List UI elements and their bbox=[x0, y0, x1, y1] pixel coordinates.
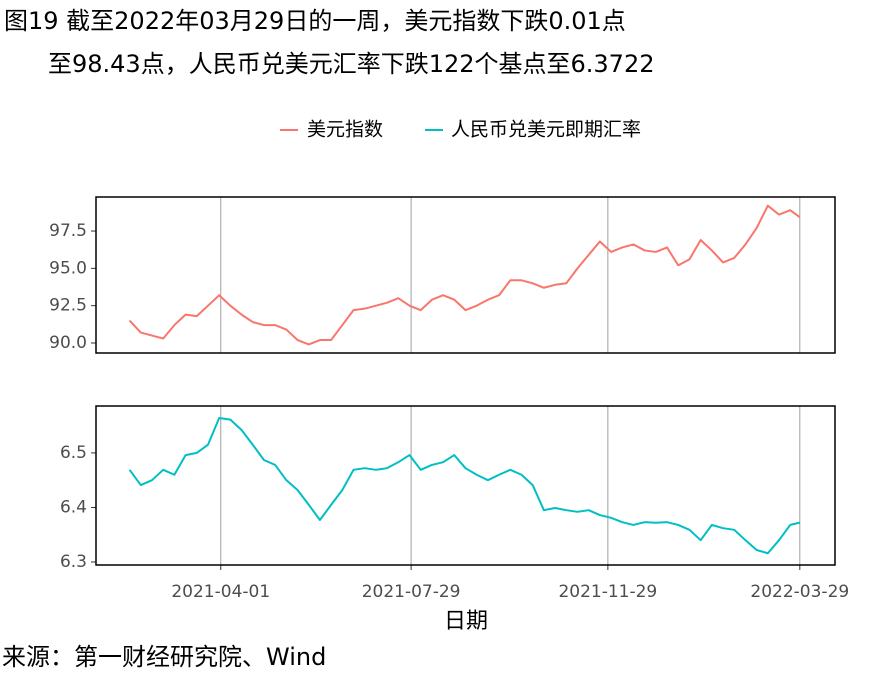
y-tick-label: 92.5 bbox=[49, 296, 87, 316]
x-tick-label: 2021-04-01 bbox=[171, 582, 270, 602]
y-tick-label: 6.4 bbox=[60, 497, 87, 517]
series-line bbox=[128, 417, 801, 555]
y-tick-label: 90.0 bbox=[49, 333, 87, 353]
title-line: 至98.43点，人民币兑美元汇率下跌122个基点至6.3722 bbox=[48, 50, 655, 78]
x-tick-label: 2022-03-29 bbox=[750, 582, 849, 602]
y-tick-label: 6.3 bbox=[60, 552, 87, 572]
title-line: 图19 截至2022年03月29日的一周，美元指数下跌0.01点 bbox=[4, 7, 626, 35]
panel-border bbox=[95, 405, 836, 566]
source: 来源：第一财经研究院、Wind bbox=[2, 643, 326, 671]
y-tick-label: 95.0 bbox=[49, 258, 87, 278]
panel-border bbox=[95, 196, 836, 354]
series-line bbox=[128, 204, 801, 346]
legend-label: 人民币兑美元即期汇率 bbox=[451, 119, 641, 141]
y-tick-label: 97.5 bbox=[49, 221, 87, 241]
x-tick-label: 2021-07-29 bbox=[362, 582, 461, 602]
x-axis-label: 日期 bbox=[444, 609, 488, 634]
y-tick-label: 6.5 bbox=[60, 443, 87, 463]
legend-label: 美元指数 bbox=[307, 119, 383, 141]
x-tick-label: 2021-11-29 bbox=[558, 582, 657, 602]
